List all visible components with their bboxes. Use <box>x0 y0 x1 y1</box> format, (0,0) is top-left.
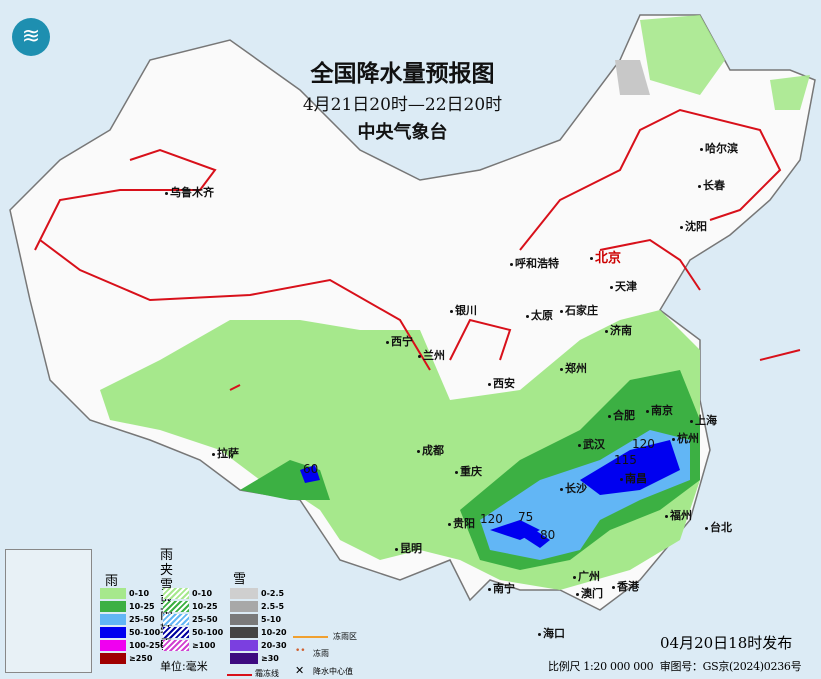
city-label: 成都 <box>417 442 444 458</box>
legend-label-rain: 10-25 <box>129 602 155 611</box>
legend-frost-line: 霜冻线 <box>255 669 279 678</box>
legend-swatch-rain <box>100 614 126 625</box>
agency: 中央气象台 <box>357 122 448 143</box>
city-label: 武汉 <box>578 436 605 452</box>
snow-grey-area <box>615 60 650 95</box>
city-label: 郑州 <box>560 360 587 376</box>
scale-text: 比例尺 1:20 000 000 <box>548 660 654 673</box>
legend-label-snow: 0-2.5 <box>261 589 285 598</box>
legend-label-snow: ≥30 <box>261 654 279 663</box>
freezing-zone-swatch <box>293 636 328 638</box>
precip-center-value: 75 <box>518 510 534 524</box>
legend-label-snow: 5-10 <box>261 615 282 624</box>
legend-center-value: 降水中心值 <box>313 667 353 676</box>
city-label: 杭州 <box>672 430 699 446</box>
legend-swatch-snow <box>230 588 258 599</box>
city-label: 香港 <box>612 578 639 594</box>
city-label: 拉萨 <box>212 445 239 461</box>
center-x-icon: ✕ <box>295 664 305 677</box>
legend-label-mix: 10-25 <box>192 602 218 611</box>
city-label: 昆明 <box>395 540 422 556</box>
precip-center-value: 120 <box>480 512 503 526</box>
legend-label-snow: 2.5-5 <box>261 602 285 611</box>
legend-label-rain: 100-250 <box>129 641 166 650</box>
city-label: 太原 <box>526 307 553 323</box>
legend-label-rain: 50-100 <box>129 628 161 637</box>
legend-swatch-snow <box>230 614 258 625</box>
legend-label-snow: 20-30 <box>261 641 287 650</box>
precip-center-value: 80 <box>540 528 556 542</box>
legend-swatch-rain <box>100 627 126 638</box>
south-china-sea-inset <box>5 549 92 673</box>
city-label: 福州 <box>665 507 692 523</box>
forecast-period: 4月21日20时—22日20时 <box>302 95 503 115</box>
legend-swatch-mix <box>163 627 189 638</box>
city-label: 合肥 <box>608 407 635 423</box>
legend-swatch-snow <box>230 601 258 612</box>
cma-logo: ≋ <box>12 18 50 56</box>
legend-swatch-rain <box>100 588 126 599</box>
city-label: 海口 <box>538 625 565 641</box>
city-label: 长沙 <box>560 480 587 496</box>
city-label: 天津 <box>610 278 637 294</box>
legend-swatch-rain <box>100 640 126 651</box>
city-label: 广州 <box>573 568 600 584</box>
legend-swatch-snow <box>230 653 258 664</box>
precip-center-value: 60 <box>303 462 319 476</box>
rain-50-100-area <box>300 440 680 548</box>
city-label: 济南 <box>605 322 632 338</box>
legend-label-snow: 10-20 <box>261 628 287 637</box>
legend-freezing-zone: 冻雨区 <box>333 632 357 641</box>
legend-label-mix: 50-100 <box>192 628 224 637</box>
legend-label-mix: ≥100 <box>192 641 216 650</box>
frost-line-swatch <box>227 674 252 676</box>
legend-swatch-mix <box>163 601 189 612</box>
city-label: 南宁 <box>488 580 515 596</box>
city-label: 南京 <box>646 402 673 418</box>
legend-snow-title: 雪 <box>233 572 247 587</box>
legend-swatch-mix <box>163 588 189 599</box>
city-label: 哈尔滨 <box>700 140 738 156</box>
precip-center-value: 115 <box>614 453 637 467</box>
city-label: 兰州 <box>418 347 445 363</box>
precip-center-value: 120 <box>632 437 655 451</box>
legend-unit: 单位:毫米 <box>160 660 208 673</box>
city-label: 北京 <box>590 247 621 266</box>
city-label: 西安 <box>488 375 515 391</box>
legend-label-rain: 0-10 <box>129 589 150 598</box>
city-label: 贵阳 <box>448 515 475 531</box>
legend-label-rain: 25-50 <box>129 615 155 624</box>
city-label: 乌鲁木齐 <box>165 184 214 200</box>
city-label: 银川 <box>450 302 477 318</box>
city-label: 台北 <box>705 519 732 535</box>
city-label: 石家庄 <box>560 302 598 318</box>
city-label: 重庆 <box>455 463 482 479</box>
legend-freezing-rain: 冻雨 <box>313 649 329 658</box>
city-label: 上海 <box>690 412 717 428</box>
issue-time: 04月20日18时发布 <box>660 634 793 652</box>
legend-swatch-mix <box>163 640 189 651</box>
freezing-rain-icon: •• <box>295 646 306 656</box>
legend-label-rain: ≥250 <box>129 654 153 663</box>
city-label: 呼和浩特 <box>510 255 559 271</box>
legend-label-mix: 25-50 <box>192 615 218 624</box>
snow-area-northeast <box>640 15 810 110</box>
legend-swatch-rain <box>100 653 126 664</box>
scale: 比例尺 1:20 000 000 审图号：GS京(2024)0236号 <box>548 658 802 674</box>
approval-number: 审图号：GS京(2024)0236号 <box>659 660 802 673</box>
city-label: 西宁 <box>386 333 413 349</box>
legend-swatch-mix <box>163 614 189 625</box>
legend-swatch-snow <box>230 627 258 638</box>
legend-swatch-rain <box>100 601 126 612</box>
city-label: 沈阳 <box>680 218 707 234</box>
city-label: 澳门 <box>576 585 603 601</box>
legend-rain-title: 雨 <box>105 574 119 589</box>
city-label: 南昌 <box>620 470 647 486</box>
city-label: 长春 <box>698 177 725 193</box>
legend-swatch-snow <box>230 640 258 651</box>
map-title: 全国降水量预报图 <box>310 60 495 87</box>
legend-label-mix: 0-10 <box>192 589 213 598</box>
